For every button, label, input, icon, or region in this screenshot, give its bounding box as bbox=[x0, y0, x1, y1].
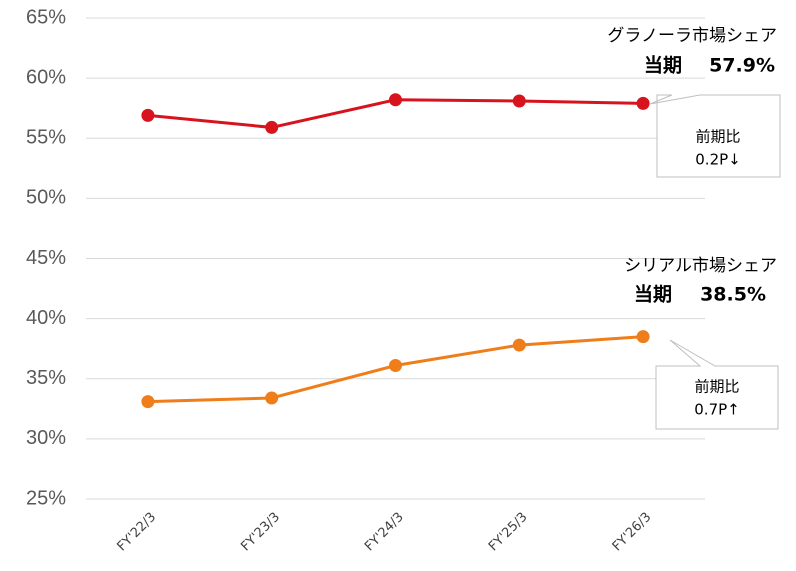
point bbox=[512, 338, 526, 352]
point bbox=[265, 391, 279, 405]
callout bbox=[649, 94, 781, 178]
y-tick-label: 40% bbox=[26, 307, 66, 329]
plot: 25% 30% 35% 40% 45% 50% 55% 60% 65% FY'22/3 FY'23/… bbox=[26, 6, 705, 554]
point bbox=[636, 96, 650, 110]
x-tick-label: FY'24/3 bbox=[362, 510, 407, 555]
point bbox=[265, 120, 279, 134]
change-value: 0.7P↑ bbox=[694, 401, 739, 419]
series-label: シリアル市場シェア bbox=[624, 256, 777, 276]
point bbox=[389, 93, 402, 107]
current-value: 57.9% bbox=[709, 55, 775, 77]
y-tick-label: 45% bbox=[26, 247, 66, 269]
y-tick-label: 35% bbox=[26, 367, 66, 389]
point bbox=[512, 94, 526, 108]
point bbox=[636, 330, 650, 344]
point bbox=[141, 395, 155, 409]
x-tick-label: FY'22/3 bbox=[115, 510, 160, 555]
x-tick-label: FY'23/3 bbox=[238, 510, 283, 555]
y-tick-label: 50% bbox=[26, 187, 66, 209]
series-label: グラノーラ市場シェア bbox=[607, 26, 777, 46]
change-value: 0.2P↓ bbox=[695, 151, 740, 169]
current-label: 当期 bbox=[644, 54, 682, 77]
current-value: 38.5% bbox=[700, 284, 766, 306]
callout bbox=[655, 339, 779, 430]
y-tick-label: 65% bbox=[26, 6, 66, 28]
change-label: 前期比 bbox=[694, 378, 739, 396]
current-label: 当期 bbox=[634, 283, 672, 306]
point bbox=[389, 359, 402, 373]
y-tick-label: 30% bbox=[26, 427, 66, 449]
y-tick-label: 55% bbox=[26, 127, 66, 149]
y-tick-label: 60% bbox=[26, 66, 66, 88]
x-tick-label: FY'26/3 bbox=[610, 510, 655, 555]
change-label: 前期比 bbox=[695, 128, 740, 146]
point bbox=[141, 108, 155, 122]
x-tick-label: FY'25/3 bbox=[486, 510, 531, 555]
y-tick-label: 25% bbox=[26, 487, 66, 509]
